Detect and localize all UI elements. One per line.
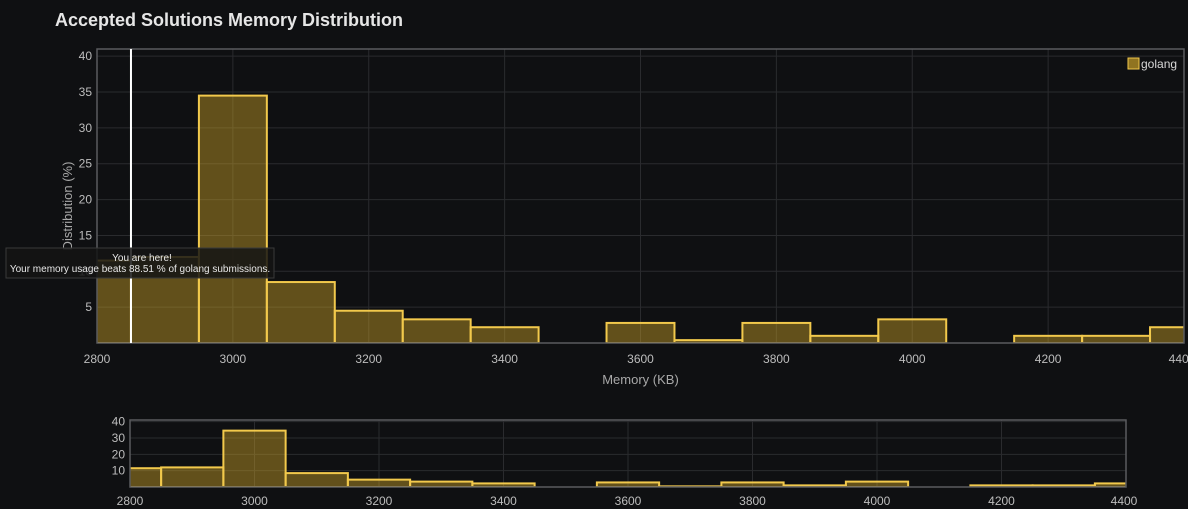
legend-label: golang	[1141, 57, 1177, 71]
x-tick-label: 4000	[899, 352, 926, 366]
y-tick-label: 35	[79, 85, 93, 99]
y-tick-label: 30	[112, 431, 126, 445]
tooltip-box	[5, 247, 275, 279]
histogram-bar[interactable]	[741, 321, 812, 343]
histogram-bar[interactable]	[284, 472, 349, 487]
x-tick-label: 3600	[627, 352, 654, 366]
x-tick-label: 3000	[220, 352, 247, 366]
histogram-bar[interactable]	[160, 466, 225, 487]
histogram-bar[interactable]	[1149, 326, 1188, 343]
x-tick-label: 4200	[1035, 352, 1062, 366]
histogram-bar[interactable]	[265, 281, 336, 343]
y-tick-label: 40	[112, 415, 126, 429]
x-tick-label: 4400	[1111, 494, 1138, 508]
histogram-bar[interactable]	[1093, 482, 1157, 487]
navigator-x-ticks: 2800 3000 3200 3400 3600 3800 4000 4200 4400	[117, 494, 1138, 508]
histogram-bar[interactable]	[809, 334, 880, 343]
x-tick-label: 2800	[84, 352, 111, 366]
histogram-bar[interactable]	[222, 429, 287, 487]
plot-border	[129, 419, 1127, 488]
y-axis-label: Distribution (%)	[60, 162, 75, 251]
x-tick-label: 4000	[864, 494, 891, 508]
legend[interactable]: golang	[1127, 57, 1177, 71]
histogram-bar[interactable]	[333, 309, 404, 343]
histogram-bar[interactable]	[1013, 334, 1084, 343]
y-tick-label: 30	[79, 121, 93, 135]
x-tick-label: 3200	[366, 494, 393, 508]
histogram-bar[interactable]	[844, 480, 910, 487]
main-x-ticks: 2800 3000 3200 3400 3600 3800 4000 4200 4400	[84, 352, 1188, 366]
x-tick-label: 3200	[355, 352, 382, 366]
y-tick-label: 20	[79, 193, 93, 207]
histogram-bar[interactable]	[469, 326, 540, 343]
main-bars	[97, 94, 1188, 343]
x-tick-label: 4200	[988, 494, 1015, 508]
tooltip-title: You are here!	[112, 253, 172, 264]
histogram-bar[interactable]	[346, 478, 412, 487]
histogram-bar[interactable]	[197, 94, 268, 343]
x-tick-label: 3400	[490, 494, 517, 508]
histogram-bar[interactable]	[1081, 334, 1152, 343]
tooltip-message: Your memory usage beats 88.51 % of golan…	[10, 264, 270, 275]
navigator-y-ticks: 10 20 30 40	[112, 415, 126, 478]
y-tick-label: 40	[79, 49, 93, 63]
histogram-bar[interactable]	[401, 318, 472, 343]
x-tick-label: 4400	[1169, 352, 1188, 366]
x-tick-label: 3400	[491, 352, 518, 366]
main-frame	[96, 48, 1185, 344]
tooltip: You are here! Your memory usage beats 88…	[5, 247, 275, 279]
chart-title: Accepted Solutions Memory Distribution	[55, 10, 404, 30]
histogram-bar[interactable]	[409, 480, 474, 487]
x-tick-label: 3000	[241, 494, 268, 508]
histogram-bar[interactable]	[877, 318, 948, 343]
y-tick-label: 10	[112, 464, 126, 478]
y-tick-label: 20	[112, 447, 126, 461]
plot-border	[96, 48, 1185, 344]
x-axis-label: Memory (KB)	[602, 372, 679, 387]
histogram-bar[interactable]	[605, 321, 676, 343]
x-tick-label: 3600	[615, 494, 642, 508]
y-tick-label: 15	[79, 228, 93, 242]
x-tick-label: 3800	[739, 494, 766, 508]
navigator-frame	[129, 419, 1127, 488]
navigator-bars[interactable]	[99, 429, 1157, 487]
x-tick-label: 3800	[763, 352, 790, 366]
y-tick-label: 5	[85, 300, 92, 314]
y-tick-label: 25	[79, 157, 93, 171]
legend-swatch	[1127, 57, 1140, 70]
main-grid	[96, 49, 1185, 343]
x-tick-label: 2800	[117, 494, 144, 508]
